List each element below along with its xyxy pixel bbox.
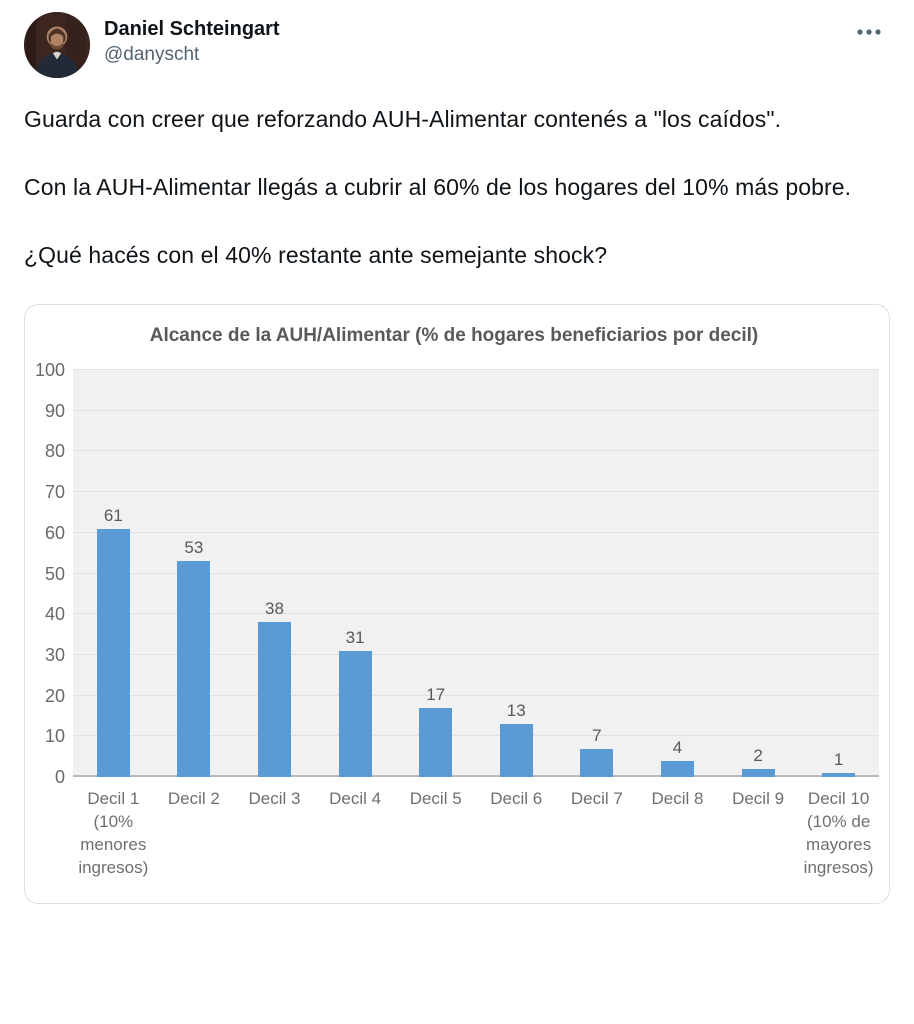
gridline bbox=[73, 694, 879, 696]
bar-column: 61 bbox=[73, 370, 154, 777]
bar bbox=[257, 622, 291, 777]
user-handle[interactable]: @danyscht bbox=[104, 44, 200, 65]
bar-value-label: 17 bbox=[426, 684, 446, 704]
gridline bbox=[73, 369, 879, 370]
x-axis-category-name: Decil 9 bbox=[732, 789, 785, 808]
bar-column: 53 bbox=[154, 370, 235, 777]
plot-area: 61 53 38 31 17 13 7 4 2 1 bbox=[73, 369, 879, 777]
bar-column: 2 bbox=[718, 370, 799, 777]
x-axis-line bbox=[73, 775, 879, 777]
x-axis-labels: Decil 1 (10% menores ingresos) Decil 2 Deci… bbox=[73, 787, 879, 879]
tweet-paragraph: Guarda con creer que reforzando AUH-Alim… bbox=[24, 106, 782, 132]
bar-value-label: 1 bbox=[833, 749, 844, 769]
bar bbox=[660, 760, 694, 777]
gridline bbox=[73, 491, 879, 493]
x-axis-label: Decil 9 bbox=[718, 787, 799, 879]
bar-value-label: 7 bbox=[592, 725, 602, 745]
y-axis: 0 10 20 30 40 50 60 70 80 90 100 bbox=[29, 361, 73, 786]
x-axis-label: Decil 8 bbox=[637, 787, 718, 879]
display-name[interactable]: Daniel Schteingart bbox=[104, 18, 280, 40]
x-axis-label: Decil 2 bbox=[154, 787, 235, 879]
plot-wrap: 61 53 38 31 17 13 7 4 2 1 Decil 1 (10% menores ing… bbox=[73, 369, 879, 879]
bar-value-label: 53 bbox=[184, 538, 204, 558]
avatar[interactable] bbox=[24, 12, 90, 78]
bar-value-label: 13 bbox=[506, 701, 526, 721]
x-axis-category-name: Decil 10 bbox=[807, 789, 870, 808]
x-axis-category-name: Decil 1 bbox=[87, 789, 140, 808]
gridline bbox=[73, 572, 879, 574]
bar-value-label: 31 bbox=[345, 627, 365, 647]
bar bbox=[338, 650, 372, 777]
tweet-text: Guarda con creer que reforzando AUH-Alim… bbox=[24, 102, 890, 272]
x-axis-label: Decil 10 (10% de mayores ingresos) bbox=[798, 787, 879, 879]
y-axis-tick-label: 70 bbox=[44, 482, 65, 503]
tweet-media-chart-card[interactable]: Alcance de la AUH/Alimentar (% de hogare… bbox=[24, 304, 890, 904]
y-axis-tick-label: 0 bbox=[54, 767, 65, 787]
x-axis-category-name: Decil 6 bbox=[490, 789, 543, 808]
bar bbox=[419, 707, 453, 777]
x-axis-label: Decil 5 bbox=[395, 787, 476, 879]
user-identity: Daniel Schteingart @danyscht bbox=[104, 12, 280, 68]
y-axis-tick-label: 90 bbox=[44, 400, 65, 421]
y-axis-tick-label: 30 bbox=[44, 644, 65, 665]
gridline bbox=[73, 735, 879, 737]
x-axis-category-name: Decil 2 bbox=[167, 789, 220, 808]
x-axis-category-note: (10% de mayores ingresos) bbox=[803, 812, 874, 877]
gridline bbox=[73, 613, 879, 615]
chart-title: Alcance de la AUH/Alimentar (% de hogare… bbox=[149, 325, 759, 346]
gridline bbox=[73, 531, 879, 533]
bar-column: 7 bbox=[557, 370, 638, 777]
x-axis-category-note: (10% menores ingresos) bbox=[78, 812, 149, 877]
y-axis-tick-label: 100 bbox=[34, 360, 65, 380]
x-axis-label: Decil 6 bbox=[476, 787, 557, 879]
x-axis-category-name: Decil 8 bbox=[651, 789, 704, 808]
bar-column: 17 bbox=[395, 370, 476, 777]
chart-body: 0 10 20 30 40 50 60 70 80 90 100 61 53 38 31 17 13 7 4 2 1 … bbox=[29, 361, 879, 879]
x-axis-label: Decil 1 (10% menores ingresos) bbox=[73, 787, 154, 879]
bar-value-label: 38 bbox=[265, 599, 284, 619]
y-axis-tick-label: 10 bbox=[44, 726, 65, 747]
y-axis-tick-label: 80 bbox=[44, 441, 65, 462]
x-axis-label: Decil 3 bbox=[234, 787, 315, 879]
gridline bbox=[73, 653, 879, 655]
x-axis-label: Decil 4 bbox=[315, 787, 396, 879]
tweet-paragraph: Con la AUH-Alimentar llegás a cubrir al … bbox=[24, 174, 852, 200]
bar bbox=[580, 748, 614, 777]
y-axis-tick-label: 40 bbox=[44, 604, 65, 625]
y-axis-tick-label: 50 bbox=[44, 563, 65, 584]
x-axis-category-name: Decil 5 bbox=[409, 789, 462, 808]
avatar-photo bbox=[24, 12, 90, 78]
bar bbox=[96, 528, 130, 777]
bars-layer: 61 53 38 31 17 13 7 4 2 1 bbox=[73, 370, 879, 777]
bar bbox=[741, 768, 775, 777]
bar-column: 31 bbox=[315, 370, 396, 777]
x-axis-label: Decil 7 bbox=[557, 787, 638, 879]
gridline bbox=[73, 409, 879, 411]
tweet-container: Daniel Schteingart @danyscht Guarda con … bbox=[24, 12, 890, 904]
y-axis-tick-label: 20 bbox=[44, 685, 65, 706]
bar-column: 13 bbox=[476, 370, 557, 777]
bar-value-label: 61 bbox=[103, 505, 123, 525]
x-axis-category-name: Decil 7 bbox=[570, 789, 623, 808]
x-axis-category-name: Decil 3 bbox=[248, 789, 301, 808]
more-icon[interactable] bbox=[852, 24, 886, 40]
bar-column: 4 bbox=[637, 370, 718, 777]
x-axis-category-name: Decil 4 bbox=[329, 789, 382, 808]
bar-value-label: 4 bbox=[672, 737, 683, 757]
tweet-header: Daniel Schteingart @danyscht bbox=[24, 12, 890, 78]
gridline bbox=[73, 450, 879, 452]
tweet-paragraph: ¿Qué hacés con el 40% restante ante seme… bbox=[24, 242, 608, 268]
y-axis-tick-label: 60 bbox=[44, 522, 65, 543]
bar bbox=[177, 561, 211, 777]
bar-column: 1 bbox=[798, 370, 879, 777]
bar-column: 38 bbox=[234, 370, 315, 777]
bar bbox=[499, 724, 533, 777]
bar bbox=[822, 772, 856, 777]
bar-value-label: 2 bbox=[753, 745, 763, 765]
